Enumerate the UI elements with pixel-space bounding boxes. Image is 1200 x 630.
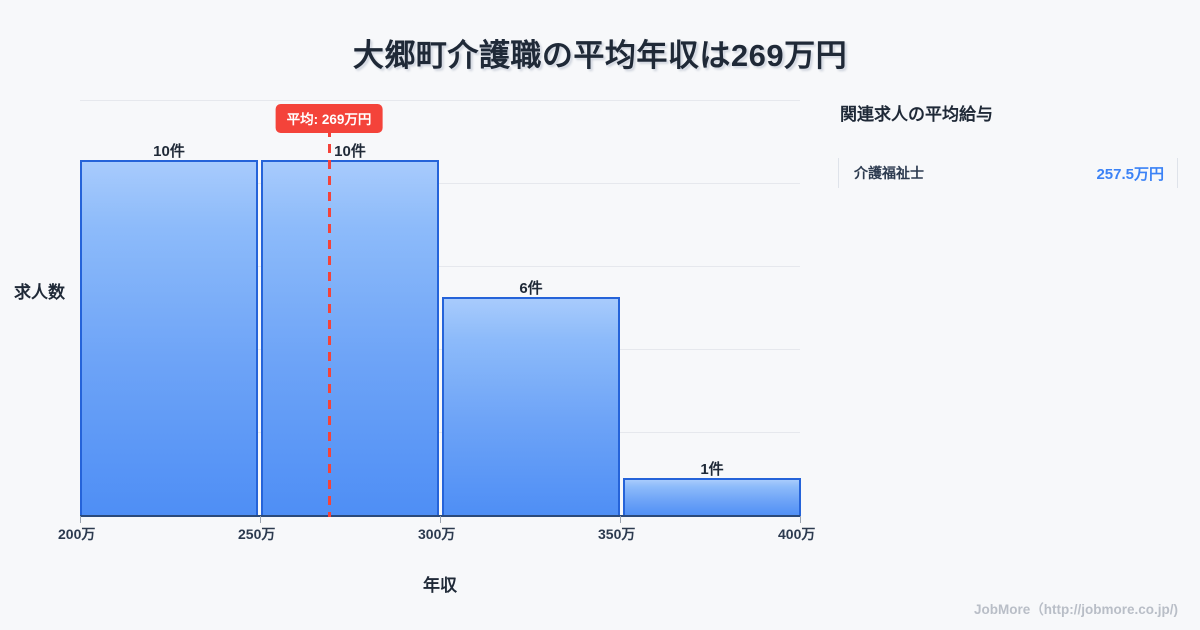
x-axis-tick — [440, 516, 441, 523]
average-badge: 平均: 269万円 — [275, 104, 383, 133]
gridline — [80, 266, 800, 267]
gridline — [80, 432, 800, 433]
page-title: 大郷町介護職の平均年収は269万円 — [352, 38, 848, 73]
bar-value-label: 10件 — [334, 143, 366, 160]
x-tick-label: 400万 — [778, 526, 816, 542]
gridline — [80, 100, 800, 101]
bar-bin-4[interactable] — [623, 478, 801, 517]
footer-attribution: JobMore（http://jobmore.co.jp/) — [974, 602, 1178, 617]
x-axis-tick — [260, 516, 261, 523]
x-axis-tick — [800, 516, 801, 523]
y-axis-title: 求人数 — [14, 283, 65, 302]
related-salary-panel: 関連求人の平均給与 介護福祉士 257.5万円 — [838, 100, 1178, 188]
x-axis-title: 年収 — [423, 576, 457, 595]
gridline — [80, 183, 800, 184]
average-line — [328, 128, 331, 517]
bar-bin-3[interactable] — [442, 297, 620, 517]
related-salary-row-value: 257.5万円 — [1096, 165, 1164, 183]
x-tick-label: 350万 — [598, 526, 636, 542]
histogram-chart: 10件 10件 6件 1件 平均: 269万円 200万 250万 300万 3… — [14, 100, 816, 595]
x-tick-label: 200万 — [58, 526, 96, 542]
plot-grid — [80, 100, 800, 515]
related-salary-row[interactable]: 介護福祉士 257.5万円 — [838, 158, 1178, 188]
bar-value-label: 10件 — [153, 143, 185, 160]
related-salary-row-label: 介護福祉士 — [854, 165, 924, 181]
related-salary-heading: 関連求人の平均給与 — [840, 105, 993, 124]
x-tick-label: 250万 — [238, 526, 276, 542]
bar-value-label: 6件 — [519, 280, 543, 297]
x-tick-label: 300万 — [418, 526, 456, 542]
bar-value-label: 1件 — [700, 461, 724, 478]
x-axis-tick — [80, 516, 81, 523]
gridline — [80, 349, 800, 350]
x-axis-tick — [620, 516, 621, 523]
bar-bin-1[interactable] — [80, 160, 258, 517]
bar-bin-2[interactable] — [261, 160, 439, 517]
